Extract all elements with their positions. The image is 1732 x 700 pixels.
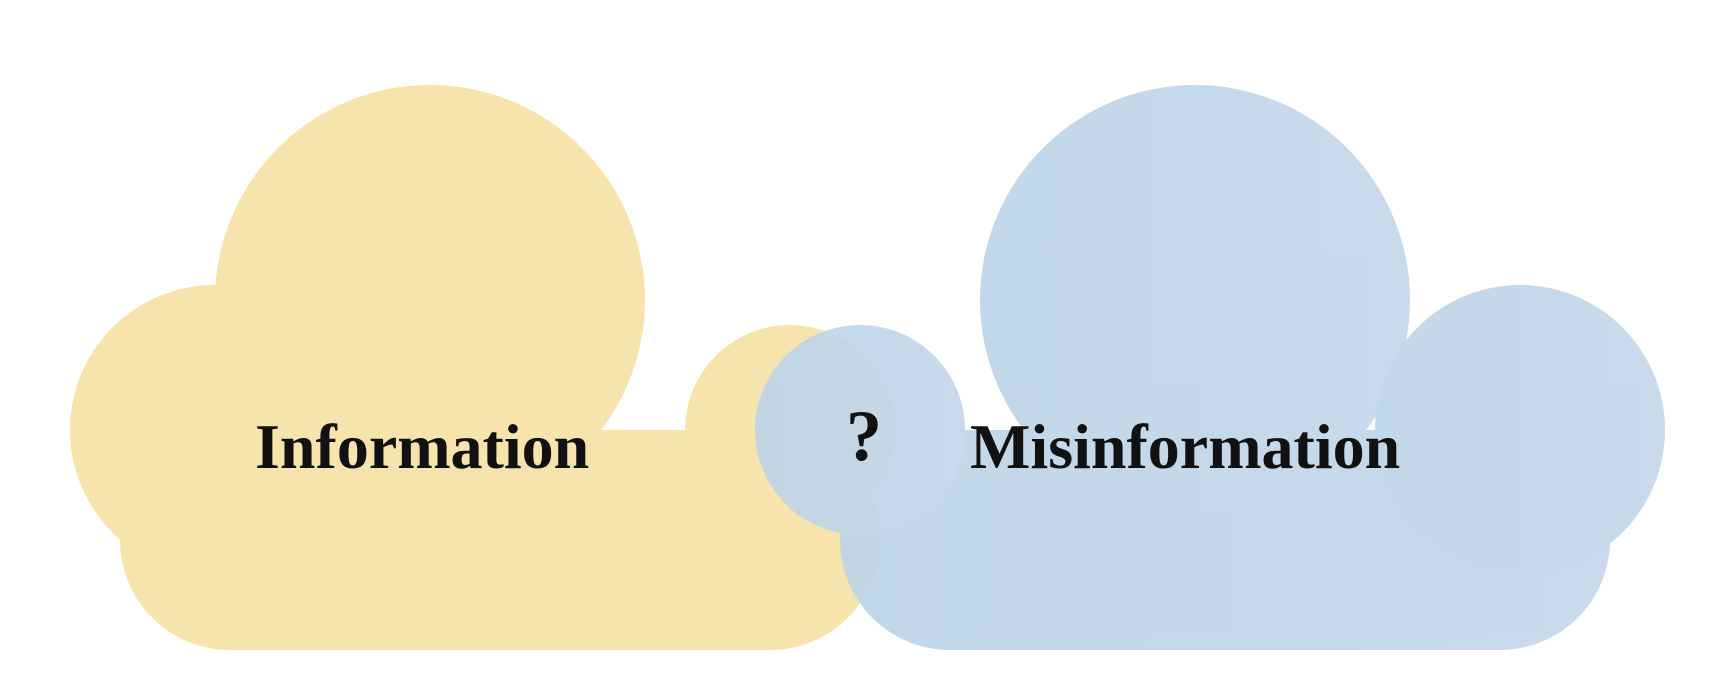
center-question-mark: ? <box>846 400 882 472</box>
diagram-stage: Information ? Misinformation <box>0 0 1732 700</box>
cloud-svg <box>0 0 1732 700</box>
left-cloud <box>70 85 895 650</box>
left-cloud-label: Information <box>255 415 589 479</box>
right-cloud <box>755 85 1665 650</box>
right-cloud-label: Misinformation <box>970 415 1400 479</box>
